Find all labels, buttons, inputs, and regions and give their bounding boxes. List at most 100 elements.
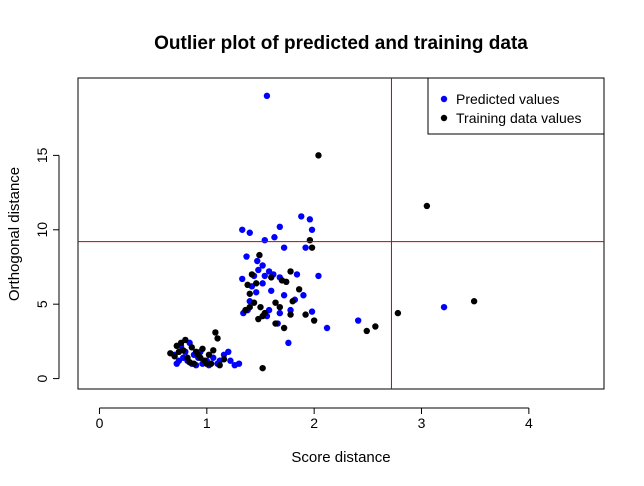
- data-point: [173, 342, 180, 350]
- data-point: [470, 298, 478, 305]
- data-point: [323, 324, 331, 332]
- data-point: [253, 289, 260, 296]
- data-point: [315, 152, 322, 159]
- data-point: [259, 280, 266, 287]
- y-tick-label: 15: [34, 147, 50, 163]
- data-point: [300, 292, 307, 299]
- data-point: [195, 351, 202, 358]
- data-point: [287, 268, 294, 275]
- data-point: [306, 237, 314, 244]
- legend-marker-predicted: [440, 95, 448, 103]
- series-1: [167, 152, 478, 372]
- data-point: [231, 361, 238, 369]
- data-point: [239, 275, 246, 283]
- series-0: [171, 92, 448, 369]
- data-point: [261, 309, 268, 317]
- data-point: [255, 266, 262, 274]
- legend-box: [427, 77, 605, 135]
- legend: Predicted values Training data values: [427, 77, 605, 135]
- data-point: [283, 278, 290, 286]
- data-point: [253, 280, 260, 287]
- data-point: [295, 286, 303, 293]
- data-point: [315, 272, 322, 280]
- data-point: [363, 327, 370, 335]
- data-point: [246, 303, 253, 311]
- data-point: [423, 202, 431, 210]
- data-point: [280, 292, 288, 299]
- x-tick-label: 1: [203, 415, 211, 431]
- data-point: [243, 253, 250, 260]
- data-point: [220, 356, 228, 363]
- data-point: [289, 298, 296, 305]
- data-point: [259, 364, 266, 372]
- data-point: [310, 317, 318, 324]
- data-point: [272, 320, 279, 327]
- data-point: [261, 237, 268, 244]
- data-point: [188, 344, 195, 351]
- data-point: [205, 351, 213, 358]
- data-point: [272, 299, 279, 306]
- data-point: [214, 335, 221, 342]
- data-point: [216, 361, 223, 369]
- data-point: [246, 290, 253, 297]
- data-point: [354, 317, 362, 324]
- y-tick-label: 0: [34, 374, 50, 382]
- data-point: [248, 271, 256, 278]
- data-point: [306, 216, 314, 223]
- data-point: [440, 303, 448, 311]
- x-tick-label: 3: [418, 415, 426, 431]
- data-point: [308, 308, 316, 315]
- data-point: [285, 339, 292, 347]
- y-tick-label: 5: [34, 300, 50, 308]
- data-point: [298, 213, 305, 220]
- data-point: [302, 311, 309, 318]
- data-point: [268, 274, 275, 281]
- data-layer: [167, 92, 478, 372]
- data-point: [254, 257, 261, 265]
- data-point: [308, 244, 316, 251]
- data-point: [308, 226, 316, 233]
- data-point: [186, 359, 193, 366]
- x-tick-label: 0: [96, 415, 104, 431]
- data-point: [372, 323, 379, 330]
- data-point: [276, 303, 284, 311]
- data-point: [225, 348, 232, 355]
- data-point: [210, 347, 217, 354]
- data-point: [276, 309, 284, 317]
- data-point: [256, 251, 263, 259]
- chart-title: Outlier plot of predicted and training d…: [154, 33, 528, 54]
- data-point: [394, 309, 402, 317]
- data-point: [280, 324, 288, 332]
- data-point: [180, 347, 187, 354]
- data-point: [255, 315, 262, 323]
- y-axis-label: Orthogonal distance: [6, 167, 23, 301]
- data-point: [244, 281, 251, 289]
- data-point: [167, 350, 174, 357]
- data-point: [302, 244, 309, 251]
- data-point: [259, 262, 266, 269]
- x-tick-label: 2: [310, 415, 318, 431]
- data-point: [271, 234, 278, 241]
- x-tick-label: 4: [525, 415, 533, 431]
- data-point: [199, 345, 206, 353]
- data-point: [287, 311, 294, 318]
- data-point: [261, 272, 268, 280]
- axes: 0 1 2 3 4 0 5 10 15: [34, 147, 533, 431]
- data-point: [250, 299, 258, 306]
- data-point: [293, 271, 301, 278]
- y-tick-label: 10: [34, 222, 50, 238]
- plot-frame: [77, 77, 605, 390]
- legend-marker-training: [440, 114, 448, 122]
- legend-label-training: Training data values: [456, 110, 582, 126]
- data-point: [239, 226, 246, 233]
- data-point: [227, 357, 234, 364]
- data-point: [280, 244, 288, 251]
- data-point: [287, 306, 294, 314]
- cutoff-lines: [78, 78, 604, 389]
- data-point: [257, 303, 264, 311]
- x-axis-label: Score distance: [291, 449, 390, 466]
- legend-label-predicted: Predicted values: [456, 91, 560, 107]
- data-point: [175, 357, 183, 364]
- data-point: [263, 92, 271, 100]
